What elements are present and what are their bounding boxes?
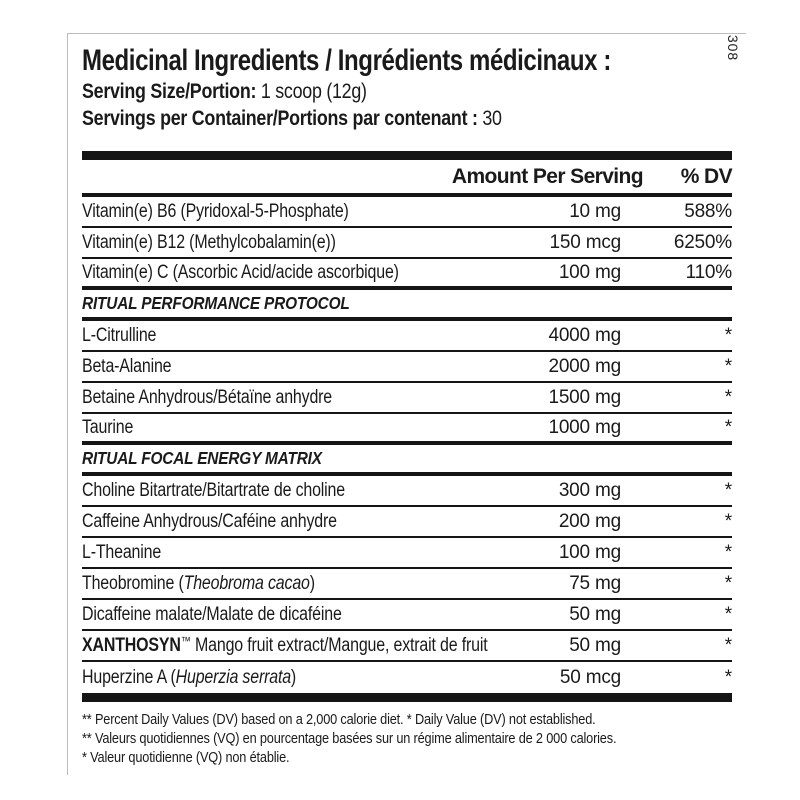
table-row: Theobromine (Theobroma cacao) 75 mg * xyxy=(82,569,732,600)
section-header-label: RITUAL PERFORMANCE PROTOCOL xyxy=(82,293,350,313)
ingredient-name: Betaine Anhydrous/Bétaïne anhydre xyxy=(82,386,333,408)
table-header-row: Amount Per Serving % DV xyxy=(82,160,733,197)
dv-value: * xyxy=(724,416,732,438)
table-row: Caffeine Anhydrous/Caféine anhydre 200 mg… xyxy=(82,507,732,538)
dv-value: * xyxy=(724,324,732,346)
ingredient-name: Theobromine (Theobroma cacao) xyxy=(82,572,315,594)
ingredient-name: Vitamin(e) B6 (Pyridoxal-5-Phosphate) xyxy=(82,200,349,222)
servings-per-container-label: Servings per Container/Portions par cont… xyxy=(82,107,478,130)
amount-value: 150 mcg xyxy=(549,231,622,253)
table-row: Vitamin(e) C (Ascorbic Acid/acide ascorb… xyxy=(82,259,732,290)
table-row: Vitamin(e) B6 (Pyridoxal-5-Phosphate) 10 … xyxy=(82,197,732,228)
amount-value: 50 mg xyxy=(569,603,621,625)
dv-column-header: % DV xyxy=(680,164,733,188)
table-row: Taurine 1000 mg * xyxy=(82,414,732,445)
dv-value: * xyxy=(724,386,732,408)
ingredient-name: Vitamin(e) B12 (Methylcobalamin(e)) xyxy=(82,231,336,253)
footnote-line-fr-2: * Valeur quotidienne (VQ) non établie. xyxy=(82,749,290,766)
ingredient-table: Vitamin(e) B6 (Pyridoxal-5-Phosphate) 10 … xyxy=(82,197,732,693)
amount-value: 1000 mg xyxy=(548,416,621,438)
amount-column-header: Amount Per Serving xyxy=(451,164,644,188)
panel-title: Medicinal Ingredients / Ingrédients médi… xyxy=(82,44,611,77)
serving-size-label: Serving Size/Portion: xyxy=(82,80,257,103)
section-header-row: RITUAL PERFORMANCE PROTOCOL xyxy=(82,290,732,321)
table-row: Huperzine A (Huperzia serrata) 50 mcg * xyxy=(82,662,732,693)
dv-value: * xyxy=(724,666,732,688)
table-row: Vitamin(e) B12 (Methylcobalamin(e)) 150 m… xyxy=(82,228,732,259)
amount-value: 4000 mg xyxy=(548,324,621,346)
amount-value: 1500 mg xyxy=(548,386,621,408)
servings-per-container-line: Servings per Container/Portions par cont… xyxy=(82,105,635,132)
table-row: Choline Bitartrate/Bitartrate de choline… xyxy=(82,476,732,507)
footnote-line-fr: ** Valeurs quotidiennes (VQ) en pourcent… xyxy=(82,730,617,747)
amount-value: 100 mg xyxy=(558,541,621,563)
dv-value: 110% xyxy=(685,261,733,283)
table-row: Beta-Alanine 2000 mg * xyxy=(82,352,732,383)
amount-value: 50 mcg xyxy=(559,666,621,688)
amount-value: 75 mg xyxy=(569,572,621,594)
dv-value: * xyxy=(724,603,732,625)
amount-value: 200 mg xyxy=(558,510,621,532)
divider-thick-top xyxy=(82,151,732,160)
ingredient-name: Taurine xyxy=(82,416,134,438)
serving-size-value: 1 scoop (12g) xyxy=(260,80,367,103)
ingredient-name: Beta-Alanine xyxy=(82,355,172,377)
dv-value: * xyxy=(724,355,732,377)
ingredient-name: Vitamin(e) C (Ascorbic Acid/acide ascorb… xyxy=(82,261,399,283)
ingredient-name: L-Citrulline xyxy=(82,324,157,346)
dv-value: * xyxy=(724,634,732,656)
table-row: Dicaffeine malate/Malate de dicaféine 50 … xyxy=(82,600,732,631)
amount-value: 10 mg xyxy=(569,200,621,222)
table-row: L-Theanine 100 mg * xyxy=(82,538,732,569)
ingredient-name: Choline Bitartrate/Bitartrate de choline xyxy=(82,479,345,501)
ingredient-name: XANTHOSYN™ Mango fruit extract/Mangue, e… xyxy=(82,634,488,656)
dv-value: * xyxy=(724,541,732,563)
servings-per-container-value: 30 xyxy=(482,107,502,130)
table-row: Betaine Anhydrous/Bétaïne anhydre 1500 mg… xyxy=(82,383,732,414)
table-row: XANTHOSYN™ Mango fruit extract/Mangue, e… xyxy=(82,631,732,662)
medicinal-ingredients-panel: 308 Medicinal Ingredients / Ingrédients … xyxy=(67,33,746,775)
dv-value: * xyxy=(724,510,732,532)
section-header-row: RITUAL FOCAL ENERGY MATRIX xyxy=(82,445,732,476)
divider-thick-bottom xyxy=(82,693,732,702)
ingredient-name: L-Theanine xyxy=(82,541,162,563)
ingredient-name: Huperzine A (Huperzia serrata) xyxy=(82,666,297,688)
table-row: L-Citrulline 4000 mg * xyxy=(82,321,732,352)
ingredient-name: Dicaffeine malate/Malate de dicaféine xyxy=(82,603,342,625)
serving-size-line: Serving Size/Portion: 1 scoop (12g) xyxy=(82,78,635,105)
dv-value: 6250% xyxy=(673,231,732,253)
amount-value: 2000 mg xyxy=(548,355,621,377)
amount-value: 300 mg xyxy=(558,479,621,501)
dv-value: 588% xyxy=(684,200,732,222)
dv-value: * xyxy=(724,572,732,594)
vertical-code: 308 xyxy=(724,34,741,62)
dv-value: * xyxy=(724,479,732,501)
footnotes: ** Percent Daily Values (DV) based on a … xyxy=(82,710,635,767)
amount-value: 50 mg xyxy=(569,634,621,656)
amount-value: 100 mg xyxy=(558,261,621,283)
footnote-line-en: ** Percent Daily Values (DV) based on a … xyxy=(82,711,596,728)
ingredient-name: Caffeine Anhydrous/Caféine anhydre xyxy=(82,510,337,532)
section-header-label: RITUAL FOCAL ENERGY MATRIX xyxy=(82,448,322,468)
